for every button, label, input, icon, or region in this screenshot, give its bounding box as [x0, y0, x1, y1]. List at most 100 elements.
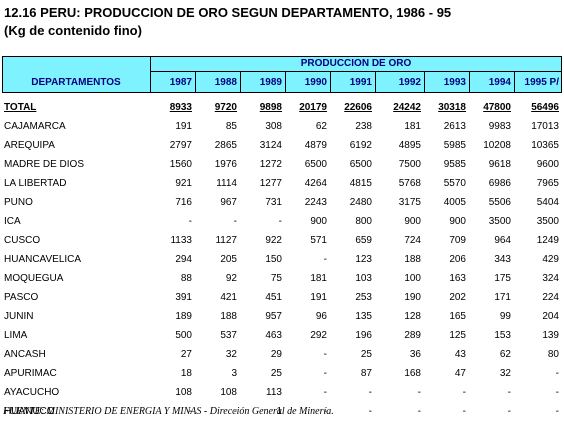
production-value: 87 — [360, 368, 372, 379]
production-value: 56496 — [531, 102, 559, 113]
production-value: 5404 — [536, 197, 559, 208]
production-value: - — [323, 368, 327, 379]
header-divider — [424, 71, 425, 93]
production-value: 1249 — [536, 235, 559, 246]
header-top-rule — [2, 56, 562, 57]
production-value: 163 — [449, 273, 466, 284]
production-value: 253 — [355, 292, 372, 303]
production-value: 128 — [404, 311, 421, 322]
production-value: 204 — [542, 311, 559, 322]
production-value: 196 — [355, 330, 372, 341]
table-row: LIMA 500 537 463 292 196 289 125 153 139 — [2, 326, 562, 345]
production-value: 188 — [404, 254, 421, 265]
table-row: CUSCO 1133 1127 922 571 659 724 709 964 1249 — [2, 231, 562, 250]
row-header: DEPARTAMENTOS — [31, 77, 121, 88]
production-value: 238 — [355, 121, 372, 132]
production-value: 62 — [499, 349, 511, 360]
header-mid-rule — [150, 71, 562, 72]
production-value: 716 — [175, 197, 192, 208]
production-value: 165 — [449, 311, 466, 322]
production-value: 47 — [454, 368, 466, 379]
production-value: 289 — [404, 330, 421, 341]
department-name: CAJAMARCA — [4, 121, 66, 132]
production-value: 4815 — [349, 178, 372, 189]
department-name: JUNIN — [4, 311, 34, 322]
year-header: 1992 — [398, 77, 421, 88]
production-value: - — [323, 406, 327, 417]
production-value: 27 — [180, 349, 192, 360]
production-value: 1272 — [259, 159, 282, 170]
production-value: 9983 — [488, 121, 511, 132]
department-name: APURIMAC — [4, 368, 57, 379]
production-value: - — [233, 406, 237, 417]
production-value: 308 — [265, 121, 282, 132]
table-row: AYACUCHO 108 108 113 - - - - - - — [2, 383, 562, 402]
production-value: 191 — [310, 292, 327, 303]
production-value: 175 — [494, 273, 511, 284]
production-value: - — [417, 406, 421, 417]
production-value: - — [323, 254, 327, 265]
production-value: 571 — [310, 235, 327, 246]
production-value: - — [555, 387, 559, 398]
production-value: 135 — [355, 311, 372, 322]
production-value: 150 — [265, 254, 282, 265]
production-value: 36 — [409, 349, 421, 360]
table-row: PASCO 391 421 451 191 253 190 202 171 224 — [2, 288, 562, 307]
department-name: HUANUCO — [4, 406, 55, 417]
production-value: 957 — [265, 311, 282, 322]
production-value: 324 — [542, 273, 559, 284]
production-value: 103 — [355, 273, 372, 284]
production-value: 123 — [355, 254, 372, 265]
production-value: 32 — [499, 368, 511, 379]
production-value: 1 — [276, 406, 282, 417]
production-value: 922 — [265, 235, 282, 246]
production-value: 537 — [220, 330, 237, 341]
production-value: - — [368, 406, 372, 417]
production-value: 3500 — [536, 216, 559, 227]
production-value: 108 — [175, 387, 192, 398]
group-header: PRODUCCION DE ORO — [300, 58, 412, 69]
year-header: 1987 — [169, 77, 192, 88]
production-value: 1114 — [216, 178, 237, 189]
production-value: 7500 — [398, 159, 421, 170]
header-divider — [2, 56, 3, 93]
department-name: PUNO — [4, 197, 33, 208]
year-header: 1993 — [443, 77, 466, 88]
production-value: 6500 — [304, 159, 327, 170]
source-footer: FUENTE: MINISTERIO DE ENERGIA Y MINAS - … — [3, 406, 334, 417]
production-value: 6986 — [488, 178, 511, 189]
header-divider — [375, 71, 376, 93]
year-header: 1989 — [259, 77, 282, 88]
production-value: 4005 — [443, 197, 466, 208]
table-row: ICA - - - 900 800 900 900 3500 3500 — [2, 212, 562, 231]
production-value: 10365 — [531, 140, 559, 151]
production-value: 205 — [220, 254, 237, 265]
production-value: 10208 — [483, 140, 511, 151]
production-value: 75 — [270, 273, 282, 284]
data-table: TOTAL 8933 9720 9898 20179 22606 24242 30318 478… — [2, 98, 562, 421]
table-row: MOQUEGUA 88 92 75 181 103 100 163 175 324 — [2, 269, 562, 288]
production-value: 181 — [404, 121, 421, 132]
production-value: 900 — [310, 216, 327, 227]
table-row: MADRE DE DIOS 1560 1976 1272 6500 6500 7500 958… — [2, 155, 562, 174]
production-value: 659 — [355, 235, 372, 246]
production-value: 125 — [449, 330, 466, 341]
table-row: HUANCAVELICA 294 205 150 - 123 188 206 343 429 — [2, 250, 562, 269]
production-value: 9585 — [443, 159, 466, 170]
production-value: 9898 — [259, 102, 282, 113]
production-value: 5768 — [398, 178, 421, 189]
production-value: - — [417, 387, 421, 398]
department-name: AREQUIPA — [4, 140, 55, 151]
production-value: 181 — [310, 273, 327, 284]
production-value: 1560 — [169, 159, 192, 170]
production-value: 292 — [310, 330, 327, 341]
production-value: 4264 — [304, 178, 327, 189]
production-value: 5570 — [443, 178, 466, 189]
year-header: 1988 — [214, 77, 237, 88]
production-value: 88 — [180, 273, 192, 284]
production-value: 4895 — [398, 140, 421, 151]
production-value: 3175 — [398, 197, 421, 208]
production-value: - — [323, 387, 327, 398]
production-value: 4879 — [304, 140, 327, 151]
production-value: 24242 — [393, 102, 421, 113]
